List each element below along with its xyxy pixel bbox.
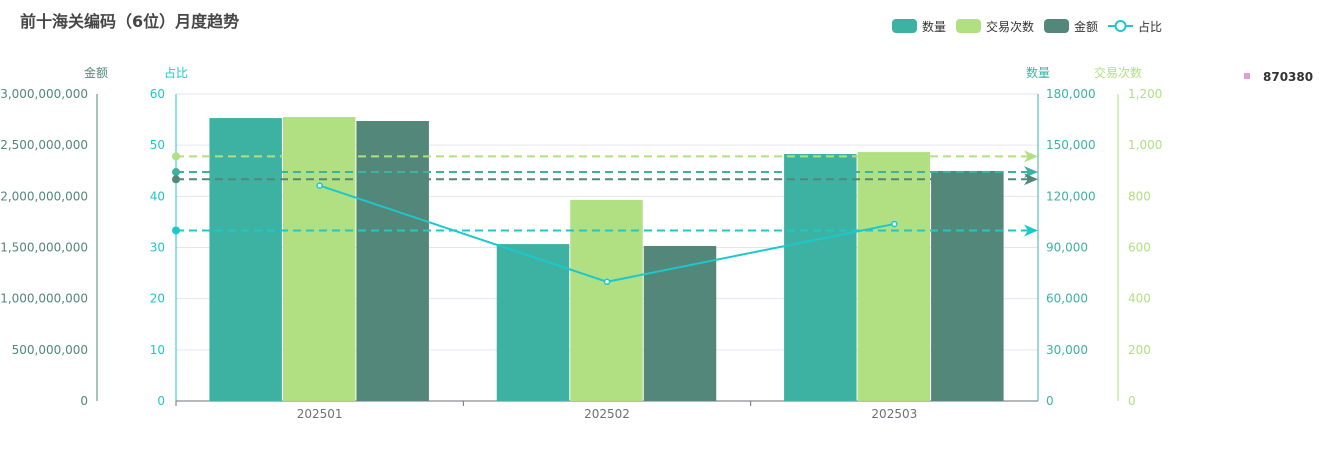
bar-数量 — [496, 244, 570, 401]
bar-数量 — [209, 118, 282, 401]
tick-label: 1,500,000,000 — [0, 241, 88, 255]
tick-label: 1,200 — [1128, 87, 1162, 101]
point-占比 — [603, 278, 611, 286]
legend-swatch-交易次数 — [956, 19, 982, 33]
tick-label: 60,000 — [1046, 292, 1088, 306]
x-tick-label: 202503 — [871, 407, 917, 421]
tick-label: 50 — [150, 138, 165, 152]
axis-title: 数量 — [1026, 65, 1050, 80]
tick-label: 800 — [1128, 189, 1151, 203]
tick-label: 40 — [150, 189, 165, 203]
tick-label: 1,000,000,000 — [0, 292, 88, 306]
bar-交易次数 — [570, 199, 643, 401]
tick-label: 400 — [1128, 292, 1151, 306]
bar-数量 — [784, 154, 857, 401]
legend-label-金额: 金额 — [1074, 19, 1098, 34]
tick-label: 1,000 — [1128, 138, 1162, 152]
tick-label: 10 — [150, 343, 165, 357]
mean-line-arrow-占比 — [1024, 224, 1038, 237]
point-占比 — [316, 182, 323, 189]
tick-label: 500,000,000 — [12, 343, 88, 357]
extra-legend-swatch — [1244, 73, 1250, 79]
mean-line-start-金额 — [172, 175, 180, 184]
mean-line-start-占比 — [172, 226, 180, 235]
tick-label: 20 — [150, 292, 165, 306]
legend-swatch-金额 — [1044, 19, 1070, 33]
mean-line-arrow-交易次数 — [1024, 150, 1038, 163]
mean-line-arrow-金额 — [1024, 173, 1038, 186]
bar-交易次数 — [282, 117, 356, 402]
bar-金额 — [931, 170, 1004, 401]
legend-marker-占比 — [1114, 20, 1127, 32]
tick-label: 0 — [1128, 394, 1136, 408]
chart-title: 前十海关编码（6位）月度趋势 — [20, 12, 240, 31]
tick-label: 120,000 — [1046, 189, 1096, 203]
tick-label: 60 — [150, 87, 165, 101]
point-占比 — [891, 220, 898, 228]
tick-label: 150,000 — [1046, 138, 1096, 152]
tick-label: 30 — [150, 241, 165, 255]
axis-title: 金额 — [84, 65, 108, 80]
tick-label: 200 — [1128, 343, 1151, 357]
axis-title: 交易次数 — [1094, 65, 1142, 80]
tick-label: 0 — [1046, 394, 1054, 408]
bar-交易次数 — [857, 152, 931, 401]
x-tick-label: 202502 — [584, 407, 630, 421]
tick-label: 0 — [80, 394, 88, 408]
tick-label: 0 — [157, 394, 165, 408]
tick-label: 600 — [1128, 241, 1151, 255]
tick-label: 2,000,000,000 — [0, 189, 88, 203]
legend-label-数量: 数量 — [922, 19, 946, 34]
tick-label: 90,000 — [1046, 241, 1088, 255]
tick-label: 2,500,000,000 — [0, 138, 88, 152]
legend-label-交易次数: 交易次数 — [986, 19, 1034, 34]
tick-label: 180,000 — [1046, 87, 1096, 101]
mean-line-start-数量 — [172, 168, 180, 177]
legend-swatch-数量 — [892, 19, 917, 33]
axis-title: 占比 — [164, 65, 188, 80]
legend-label-占比: 占比 — [1138, 19, 1162, 34]
bar-金额 — [356, 121, 429, 402]
bar-金额 — [643, 245, 717, 401]
tick-label: 30,000 — [1046, 343, 1088, 357]
tick-label: 3,000,000,000 — [0, 87, 88, 101]
mean-line-start-交易次数 — [172, 152, 180, 161]
extra-legend-label: 870380 — [1263, 70, 1313, 84]
x-tick-label: 202501 — [297, 407, 343, 421]
